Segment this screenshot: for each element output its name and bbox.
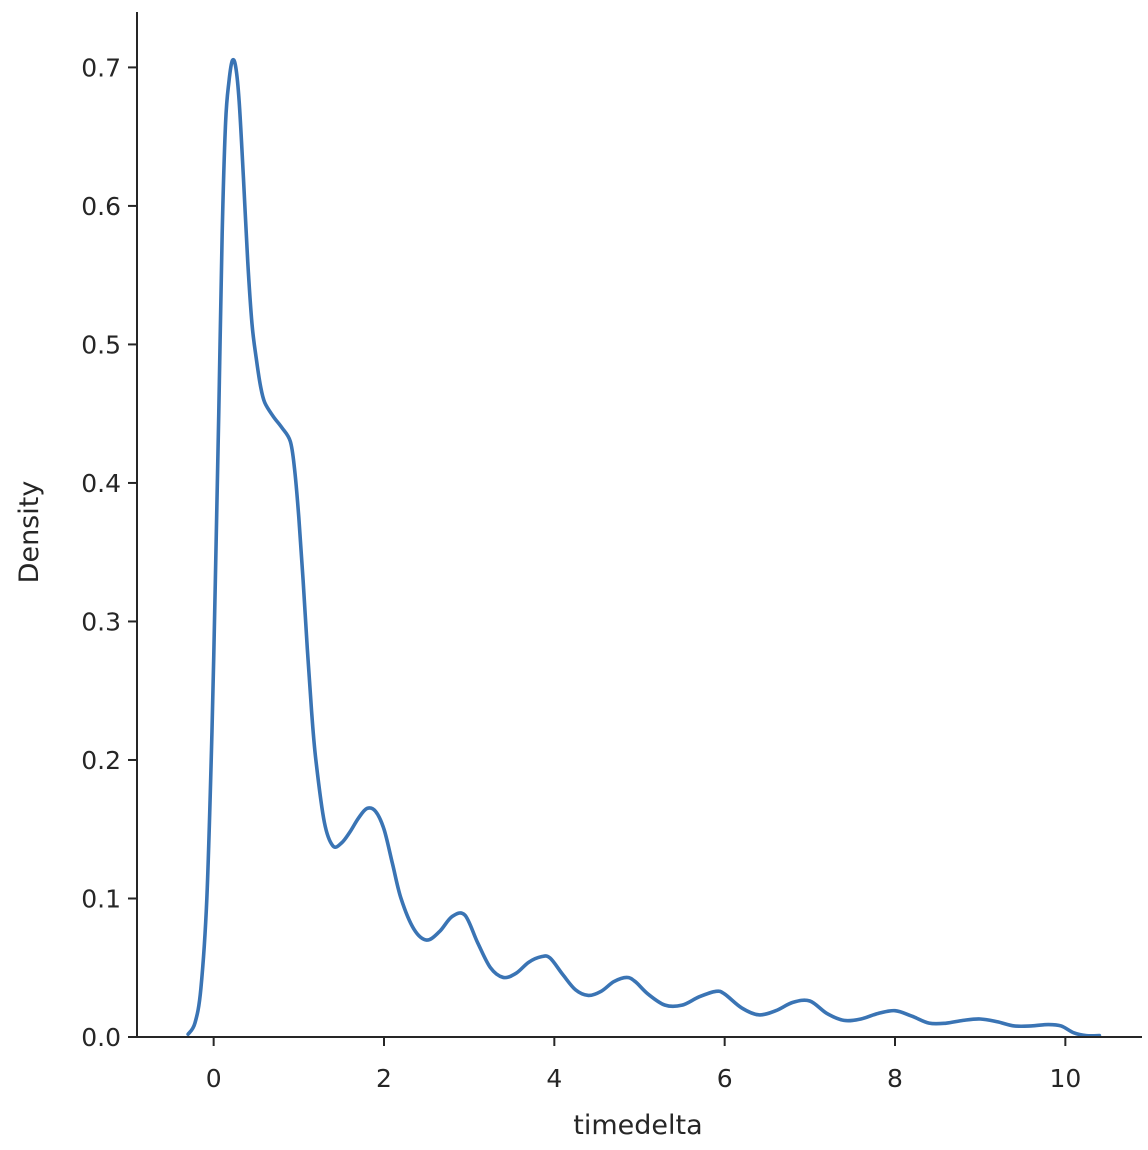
x-tick-label: 4 — [546, 1064, 562, 1093]
y-tick-label: 0.6 — [81, 192, 121, 221]
density-curve — [186, 57, 1102, 1038]
y-axis-ticks: 0.0 0.1 0.2 0.3 0.4 0.5 0.6 0.7 — [81, 53, 137, 1052]
x-axis-label: timedelta — [573, 1110, 702, 1141]
x-tick-label: 0 — [206, 1064, 222, 1093]
x-tick-label: 8 — [887, 1064, 903, 1093]
x-tick-label: 2 — [376, 1064, 392, 1093]
y-tick-label: 0.3 — [81, 607, 121, 636]
x-axis-ticks: 0 2 4 6 8 10 — [206, 1037, 1081, 1093]
y-tick-label: 0.7 — [81, 53, 121, 82]
y-tick-label: 0.2 — [81, 746, 121, 775]
y-axis-label: Density — [14, 481, 45, 584]
y-tick-label: 0.1 — [81, 884, 121, 913]
y-tick-label: 0.0 — [81, 1023, 121, 1052]
x-tick-label: 10 — [1049, 1064, 1081, 1093]
y-tick-label: 0.5 — [81, 330, 121, 359]
x-tick-label: 6 — [717, 1064, 733, 1093]
y-tick-label: 0.4 — [81, 469, 121, 498]
